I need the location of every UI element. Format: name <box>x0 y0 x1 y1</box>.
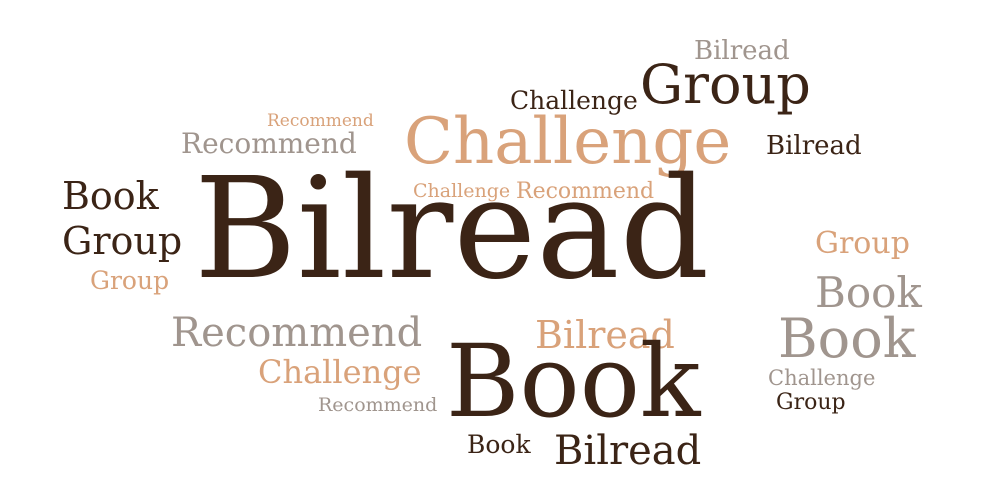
cloud-word-group: Group <box>815 226 910 261</box>
cloud-word-recommend: Recommend <box>267 111 374 131</box>
cloud-word-book: Book <box>62 174 159 218</box>
cloud-word-bilread: Bilread <box>694 36 790 66</box>
cloud-word-bilread: Bilread <box>535 313 675 357</box>
cloud-word-group: Group <box>776 390 846 415</box>
cloud-word-book: Book <box>778 307 916 370</box>
cloud-word-bilread: Bilread <box>194 148 710 311</box>
cloud-word-challenge: Challenge <box>413 180 511 202</box>
cloud-word-book: Book <box>467 430 531 459</box>
cloud-word-challenge: Challenge <box>768 366 876 390</box>
cloud-word-recommend: Recommend <box>181 127 357 160</box>
cloud-word-group: Group <box>640 53 811 116</box>
cloud-word-bilread: Bilread <box>766 131 862 161</box>
cloud-word-group: Group <box>90 266 170 295</box>
cloud-word-book: Book <box>815 268 922 317</box>
cloud-word-book: Book <box>446 323 701 440</box>
cloud-word-recommend: Recommend <box>516 179 655 204</box>
cloud-word-recommend: Recommend <box>171 310 423 356</box>
cloud-word-group: Group <box>62 219 183 263</box>
cloud-word-recommend: Recommend <box>318 394 438 416</box>
cloud-word-challenge: Challenge <box>404 105 732 179</box>
cloud-word-bilread: Bilread <box>554 428 702 474</box>
cloud-word-challenge: Challenge <box>510 86 638 115</box>
cloud-word-challenge: Challenge <box>258 353 422 391</box>
